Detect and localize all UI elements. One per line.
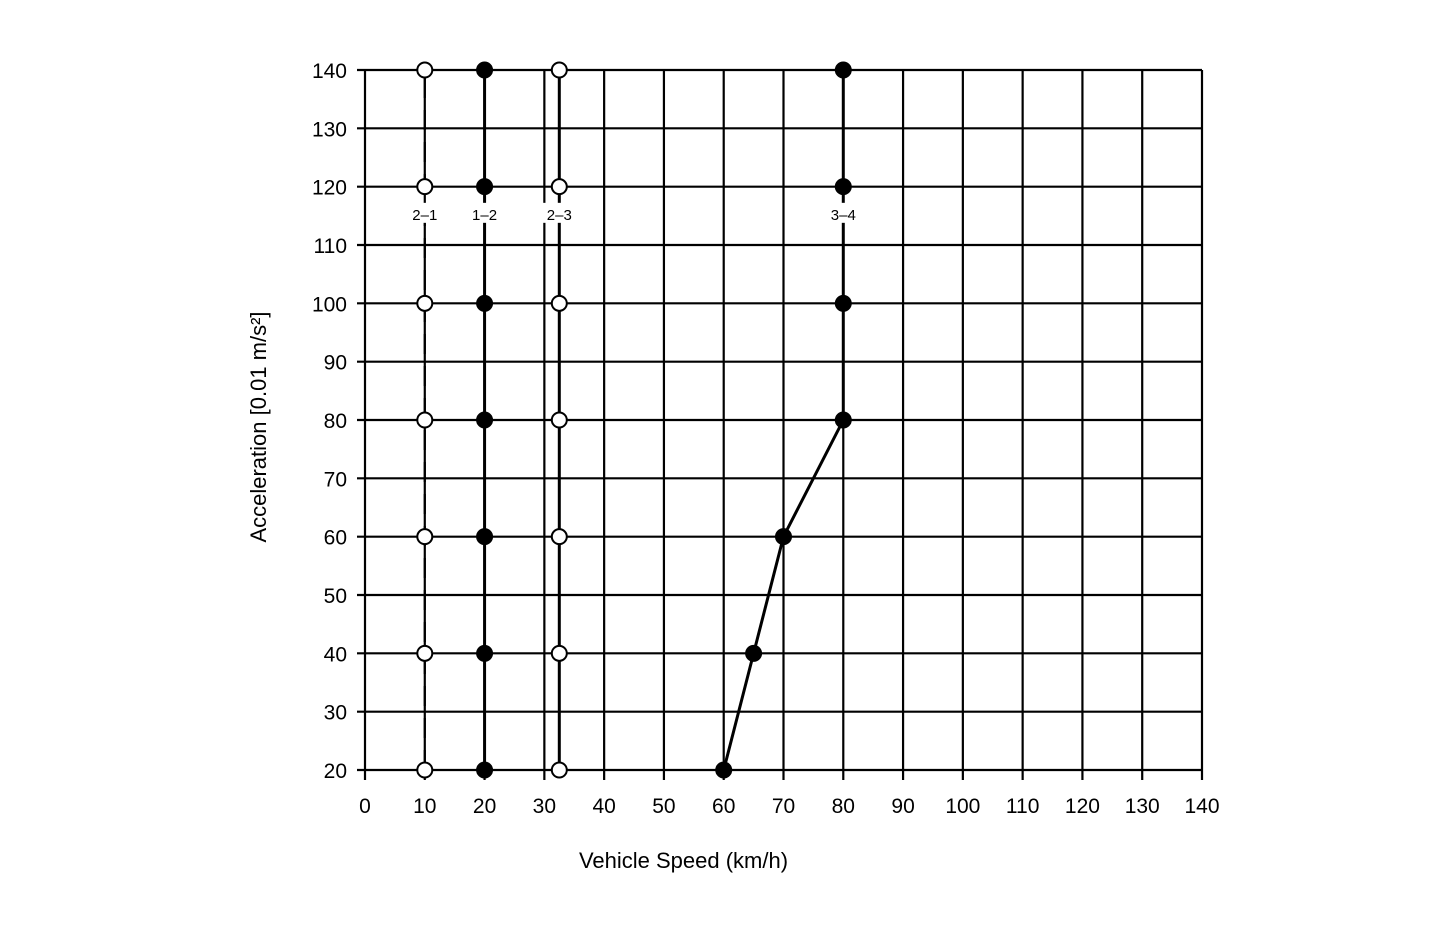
data-point (416, 761, 434, 779)
data-point (476, 61, 494, 79)
grid (357, 68, 1204, 780)
y-axis-title: Acceleration [0.01 m/s²] (246, 311, 271, 542)
y-tick-label: 50 (324, 585, 347, 608)
x-tick-label: 20 (473, 795, 496, 818)
data-point (476, 178, 494, 196)
y-tick-label: 140 (312, 60, 347, 83)
x-tick-label: 80 (832, 795, 855, 818)
series-label-background (819, 202, 868, 223)
data-point (476, 411, 494, 429)
data-point (416, 411, 434, 429)
x-tick-label: 40 (592, 795, 615, 818)
y-tick-label: 70 (324, 468, 347, 491)
y-tick-label: 130 (312, 118, 347, 141)
y-tick-label: 30 (324, 702, 347, 725)
x-tick-label: 70 (772, 795, 795, 818)
data-point (715, 761, 733, 779)
y-tick-label: 40 (324, 643, 347, 666)
x-tick-label: 130 (1125, 795, 1160, 818)
data-point (775, 528, 792, 546)
data-point (416, 294, 434, 312)
data-point (550, 178, 568, 196)
data-point (476, 761, 494, 779)
tick-labels: 0 10 20 30 40 50 60 70 80 90 100 110 120 130 140 20 30 40… (312, 60, 1220, 818)
y-tick-label: 120 (312, 177, 347, 200)
series-label: 1–2 (472, 207, 497, 224)
y-tick-label: 80 (324, 410, 347, 433)
data-point (416, 528, 434, 546)
data-point (834, 294, 852, 312)
series-label-background (460, 202, 509, 223)
y-tick-label: 60 (324, 527, 347, 550)
y-tick-label: 110 (314, 235, 347, 258)
x-tick-label: 110 (1006, 795, 1039, 818)
x-tick-label: 100 (945, 795, 980, 818)
y-tick-label: 20 (324, 760, 347, 783)
x-tick-label: 140 (1184, 795, 1219, 818)
x-tick-label: 10 (413, 795, 436, 818)
data-point (745, 644, 763, 662)
series-label-background (400, 202, 449, 223)
x-tick-label: 60 (712, 795, 735, 818)
data-point (476, 644, 494, 662)
x-tick-label: 0 (359, 795, 371, 818)
y-tick-label: 90 (324, 352, 347, 375)
series-labels: 2–1 1–2 2–3 3–4 (400, 202, 868, 224)
data-point (416, 61, 434, 79)
data-point (416, 178, 434, 196)
data-point (550, 644, 568, 662)
data-point (476, 528, 494, 546)
data-point (550, 761, 568, 779)
x-tick-label: 50 (652, 795, 675, 818)
x-tick-label: 120 (1065, 795, 1100, 818)
series-markers (416, 61, 852, 779)
series-label: 2–3 (547, 207, 572, 224)
data-point (476, 294, 494, 312)
data-point (834, 178, 852, 196)
x-axis-title: Vehicle Speed (km/h) (579, 848, 788, 873)
x-tick-label: 30 (533, 795, 556, 818)
data-point (550, 411, 568, 429)
x-tick-label: 90 (891, 795, 914, 818)
y-tick-label: 100 (312, 293, 347, 316)
data-point (834, 61, 852, 79)
data-point (416, 644, 434, 662)
series-label: 2–1 (412, 207, 437, 224)
series-label: 3–4 (831, 207, 856, 224)
data-point (834, 411, 852, 429)
series-label-background (535, 202, 584, 223)
data-point (550, 61, 568, 79)
data-point (550, 294, 568, 312)
data-point (550, 528, 568, 546)
